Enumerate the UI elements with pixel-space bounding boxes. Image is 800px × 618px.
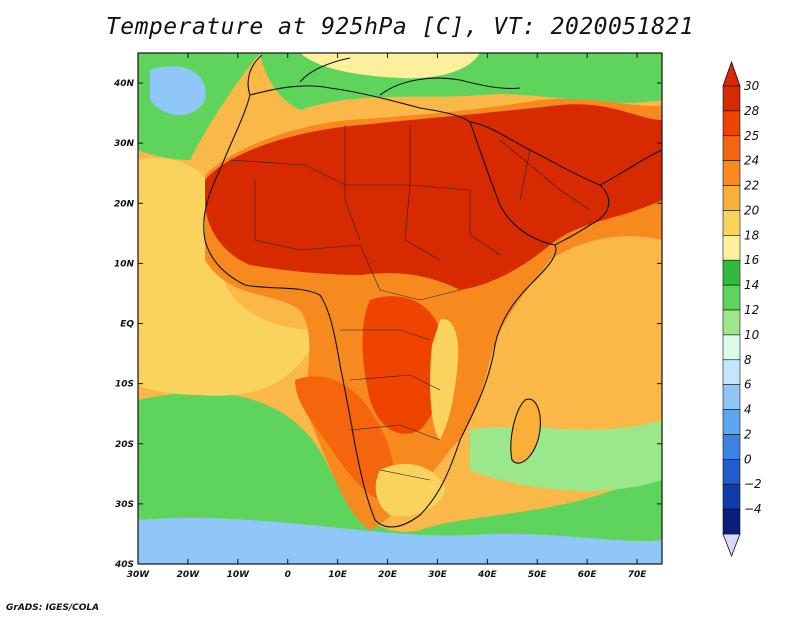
europe-coastline bbox=[247, 54, 521, 96]
colorbar-swatch bbox=[722, 309, 741, 336]
colorbar-swatch bbox=[722, 334, 741, 361]
madagascar-coastline bbox=[510, 398, 541, 464]
lon-tick-label: 0 bbox=[285, 570, 291, 580]
colorbar-swatch bbox=[722, 359, 741, 385]
lon-tick-label: 70E bbox=[628, 570, 648, 580]
east-africa-highlands bbox=[430, 319, 459, 440]
lat-axis: 40N 30N 20N 10N EQ 10S 20S 30S 40S bbox=[113, 79, 662, 570]
colorbar-swatch bbox=[722, 210, 741, 236]
south-africa-mild-zone bbox=[375, 463, 445, 517]
colorbar-swatch bbox=[722, 409, 741, 435]
colorbar-label: 8 bbox=[744, 353, 752, 367]
colorbar-label: 10 bbox=[744, 328, 760, 342]
lat-tick-label: 40S bbox=[114, 560, 134, 570]
colorbar-swatch bbox=[722, 483, 741, 510]
country-borders bbox=[229, 125, 591, 481]
colorbar-swatch bbox=[722, 434, 741, 460]
lat-tick-label: 10N bbox=[114, 259, 135, 269]
colorbar-swatch bbox=[722, 284, 741, 311]
colorbar-swatch bbox=[722, 259, 741, 286]
colorbar-swatch bbox=[722, 85, 741, 112]
lat-tick-label: 20S bbox=[115, 440, 134, 450]
southern-africa-warm-zone bbox=[295, 376, 394, 501]
colorbar-swatch bbox=[722, 459, 741, 485]
colorbar-label: −4 bbox=[744, 502, 762, 516]
lat-tick-label: 20N bbox=[114, 199, 135, 209]
lat-tick-label: EQ bbox=[120, 320, 134, 330]
coastlines bbox=[203, 54, 662, 528]
asia-coastline bbox=[599, 149, 662, 186]
colorbar-swatch bbox=[722, 160, 741, 186]
lat-tick-label: 30S bbox=[115, 500, 134, 510]
lat-tick-label: 40N bbox=[113, 79, 135, 89]
colorbar-label: 24 bbox=[744, 154, 759, 168]
south-atlantic-cool-zone bbox=[138, 392, 662, 564]
madagascar-zone bbox=[510, 399, 541, 464]
colorbar-label: 0 bbox=[744, 452, 752, 466]
colorbar-swatch bbox=[722, 135, 741, 161]
arabian-coastline bbox=[469, 121, 610, 246]
colorbar-label: −2 bbox=[744, 477, 762, 491]
colorbar-label: 16 bbox=[744, 253, 760, 267]
lon-tick-label: 10E bbox=[328, 570, 348, 580]
lon-tick-label: 60E bbox=[578, 570, 598, 580]
north-atlantic-cold-spot bbox=[150, 66, 206, 115]
colorbar-swatch bbox=[722, 235, 741, 261]
africa-coastline bbox=[203, 85, 557, 528]
lon-tick-label: 30E bbox=[428, 570, 448, 580]
colorbar-swatch bbox=[722, 185, 741, 211]
lon-tick-label: 10W bbox=[227, 570, 251, 580]
map-title: Temperature at 925hPa [C], VT: 202005182… bbox=[105, 14, 695, 40]
plot-frame bbox=[137, 52, 663, 565]
lon-axis: 30W 20W 10W 0 10E 20E 30E 40E 50E 60E 70E bbox=[127, 53, 647, 580]
colorbar-top-arrow bbox=[722, 60, 741, 87]
lon-tick-label: 30W bbox=[127, 570, 151, 580]
colorbar-swatch bbox=[722, 508, 741, 535]
southern-ocean-cold-zone bbox=[138, 517, 662, 564]
temperature-field bbox=[138, 53, 662, 564]
colorbar-label: 28 bbox=[744, 104, 760, 118]
colorbar-swatch bbox=[722, 384, 741, 410]
central-africa-hot-zone bbox=[362, 296, 444, 434]
lon-tick-label: 20W bbox=[177, 570, 201, 580]
colorbar-label: 18 bbox=[744, 228, 760, 242]
colorbar-bottom-arrow bbox=[722, 533, 741, 558]
grads-credit: GrADS: IGES/COLA bbox=[6, 603, 100, 613]
colorbar-swatch bbox=[722, 110, 741, 137]
colorbar-label: 30 bbox=[744, 79, 760, 93]
colorbar-label: 2 bbox=[744, 427, 752, 441]
colorbar-label: 14 bbox=[744, 278, 759, 292]
lon-tick-label: 50E bbox=[528, 570, 548, 580]
colorbar-label: 22 bbox=[744, 179, 759, 193]
lon-tick-label: 20E bbox=[378, 570, 398, 580]
colorbar-label: 25 bbox=[744, 129, 759, 143]
lat-tick-label: 30N bbox=[114, 139, 135, 149]
colorbar-label: 4 bbox=[744, 403, 752, 417]
lat-tick-label: 10S bbox=[115, 380, 134, 390]
lon-tick-label: 40E bbox=[477, 570, 498, 580]
atlantic-warm-band bbox=[138, 158, 320, 396]
colorbar-label: 12 bbox=[744, 303, 759, 317]
colorbar-label: 6 bbox=[744, 378, 752, 392]
colorbar-label: 20 bbox=[744, 203, 760, 217]
